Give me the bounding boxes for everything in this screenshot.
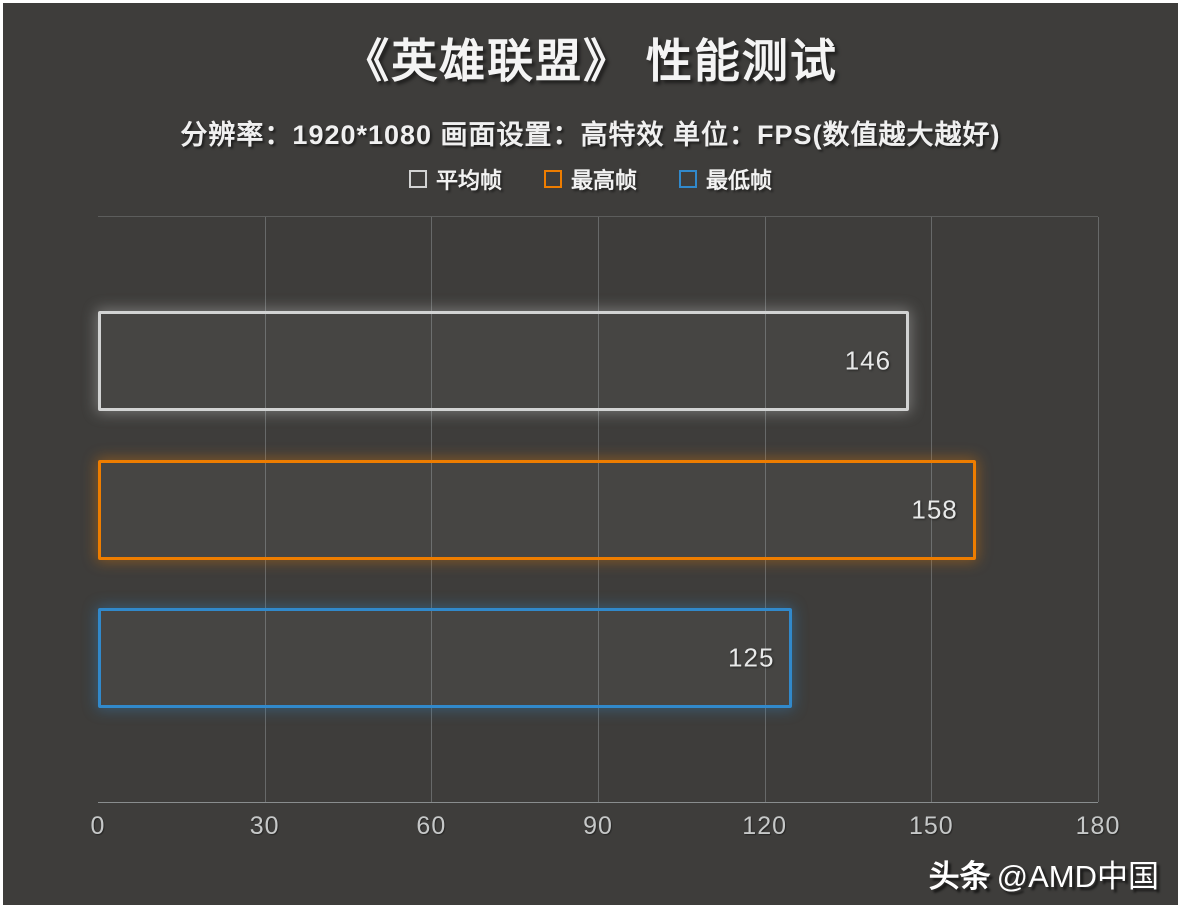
legend-swatch-max-icon (543, 170, 562, 188)
gridline-60 (431, 217, 433, 802)
plot-area: 146 158 125 (98, 216, 1099, 803)
legend-swatch-min-icon (679, 170, 697, 188)
legend-item-max: 最高帧 (543, 163, 637, 195)
x-tick-label-150: 150 (908, 812, 954, 840)
gridline-120 (764, 217, 766, 802)
x-tick-label-90: 90 (583, 812, 613, 840)
watermark-brand: 头条 (928, 859, 991, 894)
x-tick-label-30: 30 (249, 812, 280, 840)
x-tick-label-180: 180 (1075, 812, 1121, 840)
chart-canvas: 《英雄联盟》 性能测试 分辨率：1920*1080 画面设置：高特效 单位：FP… (3, 3, 1178, 905)
bar-value-label: 146 (844, 345, 892, 376)
bar-最高帧: 158 (98, 460, 976, 560)
legend-label-min: 最低帧 (706, 168, 773, 193)
chart-title: 《英雄联盟》 性能测试 (343, 35, 838, 87)
x-tick-label-60: 60 (416, 812, 447, 840)
legend-label-avg: 平均帧 (435, 168, 502, 193)
watermark-handle: @AMD中国 (996, 859, 1159, 894)
gridline-150 (931, 217, 933, 802)
legend-label-max: 最高帧 (570, 168, 637, 193)
gridline-30 (264, 217, 266, 802)
bar-value-label: 125 (728, 642, 775, 673)
chart-subtitle: 分辨率：1920*1080 画面设置：高特效 单位：FPS(数值越大越好) (180, 120, 1001, 150)
watermark: 头条 @AMD中国 (929, 851, 1159, 896)
x-tick-label-0: 0 (90, 812, 106, 840)
legend-item-avg: 平均帧 (408, 163, 502, 195)
bar-value-label: 158 (911, 494, 958, 525)
x-tick-label-120: 120 (742, 812, 788, 840)
x-axis: 0 30 60 90 120 150 180 (91, 812, 1120, 852)
gridline-180 (1098, 217, 1099, 802)
bar-最低帧: 125 (98, 608, 793, 708)
legend-swatch-avg-icon (408, 170, 427, 188)
gridline-90 (598, 217, 599, 802)
bar-平均帧: 146 (98, 311, 910, 411)
legend-item-min: 最低帧 (679, 163, 772, 195)
chart-legend: 平均帧 最高帧 最低帧 (3, 163, 1178, 195)
